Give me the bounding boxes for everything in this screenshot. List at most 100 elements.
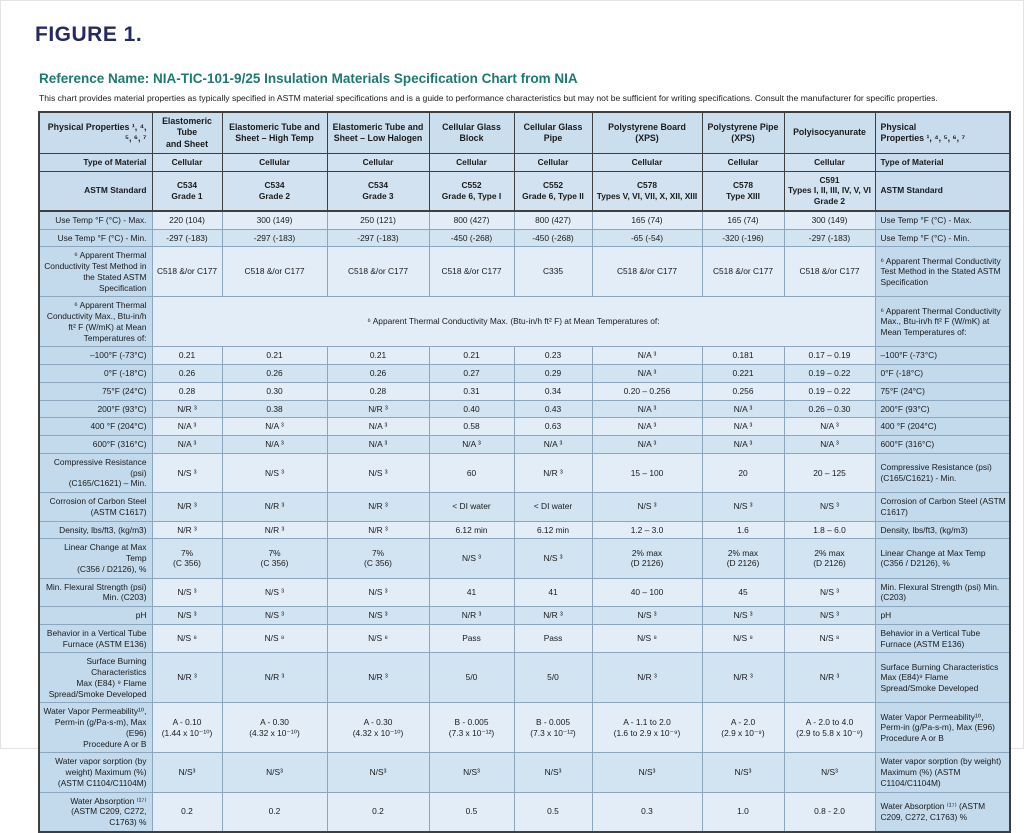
- table-cell: C518 &/or C177: [701, 246, 785, 298]
- table-row: ⁶ Apparent Thermal Conductivity Test Met…: [38, 246, 1011, 298]
- row-label-left: Density, lbs/ft3, (kg/m3): [38, 520, 153, 540]
- row-label-left: ⁶ Apparent Thermal Conductivity Max., Bt…: [38, 296, 153, 348]
- row-label-left: 400 °F (204°C): [38, 417, 153, 436]
- table-row: Surface Burning Characteristics Max (E84…: [38, 652, 1011, 704]
- row-label-right: 200°F (93°C): [874, 399, 1011, 419]
- table-row: Water Vapor Permeability¹⁰, Perm-in (g/P…: [38, 702, 1011, 754]
- table-cell: 0.2: [326, 791, 430, 833]
- row-label-right: Use Temp °F (°C) - Min.: [874, 228, 1011, 248]
- table-cell: C518 &/or C177: [783, 246, 876, 298]
- row-label-right: ASTM Standard: [874, 170, 1011, 212]
- row-label-right: ⁶ Apparent Thermal Conductivity Max., Bt…: [874, 296, 1011, 348]
- row-label-right: Linear Change at Max Temp (C356 / D2126)…: [874, 538, 1011, 579]
- table-cell: N/A ³: [591, 417, 703, 436]
- table-cell: 0.26: [326, 364, 430, 383]
- table-cell: N/S ³: [591, 492, 703, 522]
- table-cell: A - 0.30 (4.32 x 10⁻¹⁰): [221, 702, 328, 754]
- table-cell: N/S³: [701, 752, 785, 793]
- table-cell: N/R ³: [428, 606, 515, 625]
- row-label-right: 0°F (-18°C): [874, 364, 1011, 383]
- table-cell: N/S ³: [783, 577, 876, 607]
- table-cell: N/A ³: [151, 417, 223, 436]
- table-cell: 800 (427): [513, 210, 593, 230]
- table-cell: 0.21: [428, 346, 515, 365]
- table-cell: N/S ⁸: [221, 623, 328, 654]
- spec-table: Physical Properties ¹, ⁴, ⁵, ⁶, ⁷ Elastom…: [38, 111, 1011, 833]
- table-cell: 0.27: [428, 364, 515, 383]
- table-cell: 7% (C 356): [151, 538, 223, 579]
- table-row: Water Absorption ⁽¹⁷⁾ (ASTM C209, C272, …: [38, 791, 1011, 833]
- table-cell: N/S ³: [326, 452, 430, 494]
- table-row: Type of Material Cellular Cellular Cellular…: [38, 152, 1011, 172]
- table-cell: Cellular Glass Block: [428, 111, 515, 154]
- table-cell: 5/0: [428, 652, 515, 704]
- table-cell: 0.5: [513, 791, 593, 833]
- table-cell: N/R ³: [326, 492, 430, 522]
- table-cell: 0.3: [591, 791, 703, 833]
- row-label-left: Physical Properties ¹, ⁴, ⁵, ⁶, ⁷: [38, 111, 153, 154]
- table-cell: 1.2 – 3.0: [591, 520, 703, 540]
- table-cell: N/A ³: [221, 435, 328, 454]
- row-label-left: Water vapor sorption (by weight) Maximum…: [38, 752, 153, 793]
- table-cell: -297 (-183): [151, 228, 223, 248]
- row-label-left: Corrosion of Carbon Steel (ASTM C1617): [38, 492, 153, 522]
- table-cell: N/S ⁸: [591, 623, 703, 654]
- row-label-right: Physical Properties ¹, ⁴, ⁵, ⁶, ⁷: [874, 111, 1011, 154]
- table-cell: N/S ³: [701, 606, 785, 625]
- table-row: ASTM Standard C534 Grade 1 C534 Grade 2 C53…: [38, 170, 1011, 212]
- table-cell: N/R ³: [513, 452, 593, 494]
- table-cell: C578 Types V, VI, VII, X, XII, XIII: [591, 170, 703, 212]
- table-cell: Elastomeric Tube and Sheet – Low Halogen: [326, 111, 430, 154]
- table-cell: N/A ³: [151, 435, 223, 454]
- table-cell: N/S³: [513, 752, 593, 793]
- table-cell: N/S ³: [151, 452, 223, 494]
- row-label-left: 200°F (93°C): [38, 399, 153, 419]
- table-cell: 41: [513, 577, 593, 607]
- table-cell: N/S ³: [591, 606, 703, 625]
- table-cell: N/A ³: [326, 417, 430, 436]
- table-cell: N/S³: [221, 752, 328, 793]
- table-cell: N/A ³: [591, 364, 703, 383]
- table-cell: Cellular Glass Pipe: [513, 111, 593, 154]
- table-cell: 40 – 100: [591, 577, 703, 607]
- reference-title: Reference Name: NIA-TIC-101-9/25 Insulat…: [39, 71, 578, 86]
- table-row: Physical Properties ¹, ⁴, ⁵, ⁶, ⁷ Elastom…: [38, 111, 1011, 154]
- table-row: Min. Flexural Strength (psi) Min. (C203)…: [38, 577, 1011, 607]
- table-cell: 0.26: [151, 364, 223, 383]
- table-cell: 45: [701, 577, 785, 607]
- table-cell: C335: [513, 246, 593, 298]
- table-cell: 300 (149): [221, 210, 328, 230]
- table-cell: 0.26 – 0.30: [783, 399, 876, 419]
- row-label-right: Type of Material: [874, 152, 1011, 172]
- table-cell: N/S³: [428, 752, 515, 793]
- table-row: Behavior in a Vertical Tube Furnace (AST…: [38, 623, 1011, 654]
- table-cell: Cellular: [326, 152, 430, 172]
- row-label-right: pH: [874, 606, 1011, 625]
- table-cell: N/S ³: [783, 492, 876, 522]
- figure-label: FIGURE 1.: [35, 23, 143, 46]
- table-cell: N/R ³: [783, 652, 876, 704]
- insulation-spec-table: Physical Properties ¹, ⁴, ⁵, ⁶, ⁷ Elastom…: [38, 111, 1011, 833]
- table-cell: N/S³: [151, 752, 223, 793]
- table-cell: 0.40: [428, 399, 515, 419]
- table-cell: N/R ³: [151, 520, 223, 540]
- table-cell: 0.8 - 2.0: [783, 791, 876, 833]
- table-row: Use Temp °F (°C) - Min. -297 (-183) -297 (…: [38, 228, 1011, 248]
- table-cell: N/S³: [783, 752, 876, 793]
- table-cell: Pass: [428, 623, 515, 654]
- row-label-left: Behavior in a Vertical Tube Furnace (AST…: [38, 623, 153, 654]
- table-row: Compressive Resistance (psi) (C165/C1621…: [38, 452, 1011, 494]
- table-cell: 0.38: [221, 399, 328, 419]
- table-cell: N/R ³: [151, 492, 223, 522]
- table-cell: 300 (149): [783, 210, 876, 230]
- row-label-left: Surface Burning Characteristics Max (E84…: [38, 652, 153, 704]
- table-cell: Polystyrene Pipe (XPS): [701, 111, 785, 154]
- table-cell: N/S ³: [151, 577, 223, 607]
- table-cell: Pass: [513, 623, 593, 654]
- table-cell: Cellular: [591, 152, 703, 172]
- table-cell: N/S ⁸: [151, 623, 223, 654]
- row-label-left: Type of Material: [38, 152, 153, 172]
- row-label-right: Water vapor sorption (by weight) Maximum…: [874, 752, 1011, 793]
- table-cell: N/S ³: [701, 492, 785, 522]
- table-cell: C518 &/or C177: [591, 246, 703, 298]
